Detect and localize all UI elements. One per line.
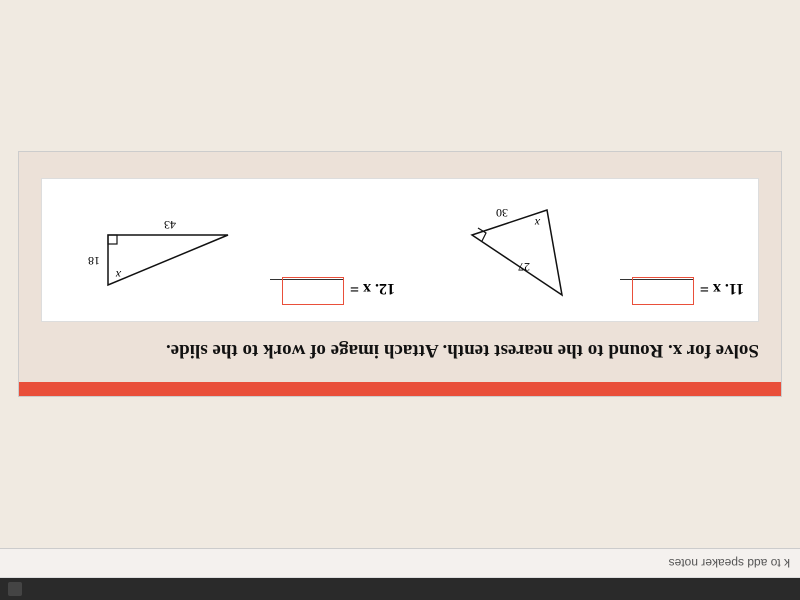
plus-icon[interactable] xyxy=(8,582,22,596)
right-angle-mark-12 xyxy=(108,235,117,244)
slide-frame: Solve for x. Round to the nearest tenth.… xyxy=(18,151,782,398)
accent-bar xyxy=(19,382,781,396)
triangle-12-shape xyxy=(108,235,228,285)
problem-12-blank xyxy=(270,279,344,305)
problem-12-answer-box[interactable] xyxy=(282,277,344,305)
speaker-notes-bar[interactable]: k to add speaker notes xyxy=(0,548,800,578)
label-27: 27 xyxy=(518,260,530,274)
problem-11: 11. x = 27 30 x xyxy=(405,195,744,305)
problem-11-label: 11. x = xyxy=(700,279,744,299)
problem-12-label-group: 12. x = xyxy=(270,279,395,305)
speaker-notes-text: k to add speaker notes xyxy=(669,556,790,570)
problem-11-blank xyxy=(620,279,694,305)
triangle-11: 27 30 x xyxy=(432,195,582,305)
triangle-12: 43 18 x xyxy=(78,205,238,305)
slide: Solve for x. Round to the nearest tenth.… xyxy=(19,152,781,383)
problems-panel: 11. x = 27 30 x xyxy=(41,178,759,322)
label-18: 18 xyxy=(88,254,100,268)
label-43: 43 xyxy=(164,218,176,232)
problem-12: 12. x = 43 18 x xyxy=(56,195,395,305)
slide-canvas: Solve for x. Round to the nearest tenth.… xyxy=(0,0,800,548)
label-30: 30 xyxy=(496,206,508,220)
app-chrome xyxy=(0,578,800,600)
problem-12-label: 12. x = xyxy=(350,279,395,299)
problem-12-figure: 43 18 x xyxy=(56,205,260,305)
triangle-11-shape xyxy=(472,210,562,295)
label-x-11: x xyxy=(534,216,541,230)
problem-11-figure: 27 30 x xyxy=(405,195,610,305)
problem-11-answer-box[interactable] xyxy=(632,277,694,305)
label-x-12: x xyxy=(115,268,122,282)
slide-prompt: Solve for x. Round to the nearest tenth.… xyxy=(41,338,759,363)
problem-11-label-group: 11. x = xyxy=(620,279,744,305)
